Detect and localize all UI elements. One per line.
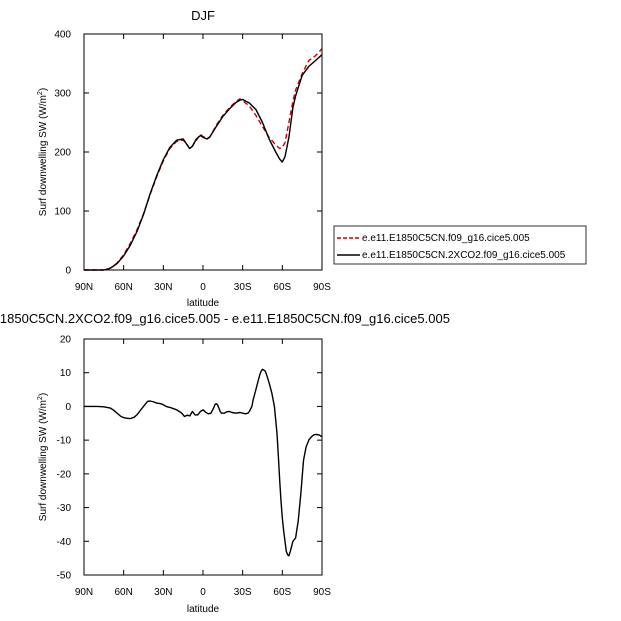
top-chart-x-tick-label: 60N [114,282,132,293]
top-chart-series-line-1 [84,54,323,271]
top-chart-y-tick-label: 400 [54,30,71,41]
bottom-chart-y-tick-label: -30 [57,503,72,514]
top-chart-y-tick-label: 200 [54,148,71,159]
top-chart-y-axis-title: Surf downwelling SW (W/m2) [37,88,49,216]
bottom-chart-title: e.e11.E1850C5CN.2XCO2.f09_g16.cice5.005 … [0,311,450,326]
top-chart-title: DJF [191,8,215,23]
top-chart-y-axis-title-superscript: 2 [37,91,44,95]
top-chart-x-tick-label: 90N [75,282,93,293]
bottom-chart-x-tick-label: 30N [154,587,172,598]
bottom-chart: e.e11.E1850C5CN.2XCO2.f09_g16.cice5.005 … [0,311,450,615]
legend-frame [333,225,587,265]
top-chart-x-tick-label: 30S [234,282,252,293]
bottom-chart-x-tick-label: 90S [313,587,331,598]
bottom-chart-y-tick-label: 20 [60,335,72,346]
top-chart: DJF 90N 60N 30N 0 30S 60S 90S 0 100 200 300 400 lat… [37,8,331,309]
legend: e.e11.E1850C5CN.f09_g16.cice5.005 e.e11.… [333,225,587,265]
bottom-chart-x-tick-label: 0 [200,587,206,598]
bottom-chart-y-axis-title: Surf downwelling SW (W/m2) [37,393,49,521]
bottom-chart-series-line-0 [84,368,323,557]
legend-label-control: e.e11.E1850C5CN.f09_g16.cice5.005 [362,233,530,244]
bottom-chart-x-tick-label: 30S [234,587,252,598]
bottom-chart-y-axis-title-superscript: 2 [37,396,44,400]
legend-label-2xco2: e.e11.E1850C5CN.2XCO2.f09_g16.cice5.005 [362,250,566,261]
top-chart-y-tick-label: 300 [54,89,71,100]
top-chart-axes: 90N 60N 30N 0 30S 60S 90S 0 100 200 300 400 [54,30,331,294]
bottom-chart-y-tick-label: -10 [57,436,72,447]
bottom-chart-y-tick-label: -40 [57,537,72,548]
bottom-chart-x-axis-title: latitude [187,604,220,615]
bottom-chart-y-tick-label: 10 [60,368,72,379]
top-chart-y-axis-title-suffix: ) [38,88,49,91]
bottom-chart-x-tick-label: 60N [114,587,132,598]
top-chart-series-line-0 [84,48,323,271]
top-chart-x-axis-title: latitude [187,298,220,309]
top-chart-y-tick-label: 0 [65,266,71,277]
bottom-chart-y-axis-title-main: Surf downwelling SW (W/m [38,400,49,521]
bottom-chart-y-tick-label: -20 [57,469,72,480]
top-chart-x-tick-label: 90S [313,282,331,293]
top-chart-x-tick-label: 0 [200,282,206,293]
top-chart-x-tick-label: 30N [154,282,172,293]
bottom-chart-series-group [84,368,323,557]
top-chart-series-group [84,48,323,271]
top-chart-x-tick-label: 60S [273,282,291,293]
top-chart-y-tick-label: 100 [54,207,71,218]
bottom-chart-y-tick-label: 0 [65,402,71,413]
bottom-chart-x-tick-label: 90N [75,587,93,598]
bottom-chart-y-axis-title-suffix: ) [38,393,49,396]
bottom-chart-y-tick-label: -50 [57,571,72,582]
top-chart-y-axis-title-main: Surf downwelling SW (W/m [38,95,49,216]
bottom-chart-frame [83,338,323,576]
bottom-chart-axes: 90N 60N 30N 0 30S 60S 90S -50 -40 -30 -20 -10 0 10 20 [57,335,332,599]
bottom-chart-x-tick-label: 60S [273,587,291,598]
